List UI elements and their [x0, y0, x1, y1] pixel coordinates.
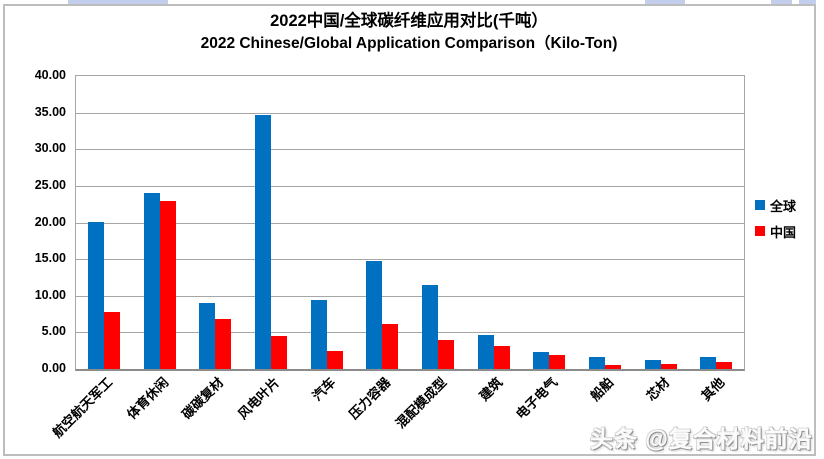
watermark: 头条 @复合材料前沿	[590, 426, 813, 452]
global-bar	[88, 222, 104, 369]
china-bar	[382, 324, 398, 369]
global-bar	[700, 357, 716, 369]
china-bar	[661, 364, 677, 369]
gridline	[76, 259, 744, 260]
global-bar	[311, 300, 327, 369]
global-bar	[533, 352, 549, 369]
china-bar	[327, 351, 343, 369]
china-bar	[494, 346, 510, 369]
legend-label-global: 全球	[770, 198, 797, 214]
global-bar	[366, 261, 382, 369]
legend-item-global: 全球	[755, 192, 796, 218]
legend-item-china: 中国	[755, 218, 796, 244]
china-bar	[271, 336, 287, 369]
legend-label-china: 中国	[770, 224, 797, 240]
global-bar	[144, 193, 160, 369]
china-bar	[549, 355, 565, 369]
gridline	[76, 296, 744, 297]
global-bar	[589, 357, 605, 369]
china-bar	[160, 201, 176, 369]
global-bar	[199, 303, 215, 369]
y-axis-tick-label: 35.00	[34, 105, 66, 119]
window-highlight-artifact	[68, 0, 168, 4]
y-axis-tick-label: 5.00	[41, 324, 66, 338]
global-bar	[645, 360, 661, 369]
chart-title-english: 2022 Chinese/Global Application Comparis…	[200, 35, 618, 52]
gridline	[76, 186, 744, 187]
y-axis-tick-label: 40.00	[34, 68, 66, 82]
gridline	[76, 223, 744, 224]
y-axis-tick-label: 30.00	[34, 141, 66, 155]
china-bar	[438, 340, 454, 369]
plot-area	[75, 75, 745, 371]
global-bar	[478, 335, 494, 369]
china-bar	[716, 362, 732, 369]
chart-title-block: 2022中国/全球碳纤维应用对比(千吨） 2022 Chinese/Global…	[75, 11, 743, 53]
window-highlight-artifact	[645, 0, 685, 4]
global-bar	[255, 115, 271, 369]
global-series-swatch	[755, 200, 765, 210]
global-bar	[422, 285, 438, 369]
y-axis-tick-label: 25.00	[34, 178, 66, 192]
y-axis-tick-label: 10.00	[34, 288, 66, 302]
y-axis-tick-label: 15.00	[34, 251, 66, 265]
window-highlight-artifact	[799, 0, 816, 4]
chart-title-chinese: 2022中国/全球碳纤维应用对比(千吨）	[270, 12, 548, 30]
gridline	[76, 149, 744, 150]
y-axis-tick-label: 20.00	[34, 215, 66, 229]
china-series-swatch	[755, 226, 765, 236]
china-bar	[605, 365, 621, 369]
y-axis-tick-label: 0.00	[41, 361, 66, 375]
window-highlight-artifact	[771, 0, 792, 4]
chart-border	[3, 4, 816, 456]
legend: 全球 中国	[755, 192, 796, 244]
china-bar	[104, 312, 120, 369]
china-bar	[215, 319, 231, 369]
gridline	[76, 113, 744, 114]
gridline	[76, 332, 744, 333]
